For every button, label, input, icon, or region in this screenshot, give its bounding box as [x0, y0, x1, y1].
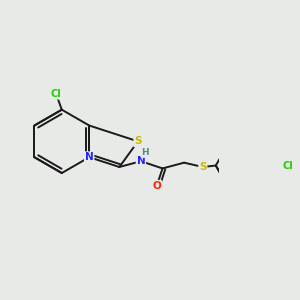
- Text: S: S: [134, 136, 142, 146]
- Text: O: O: [152, 181, 161, 191]
- Text: N: N: [85, 152, 94, 162]
- Text: N: N: [136, 156, 145, 166]
- Text: Cl: Cl: [51, 89, 62, 99]
- Text: H: H: [141, 148, 149, 157]
- Text: Cl: Cl: [282, 160, 293, 170]
- Text: S: S: [199, 162, 207, 172]
